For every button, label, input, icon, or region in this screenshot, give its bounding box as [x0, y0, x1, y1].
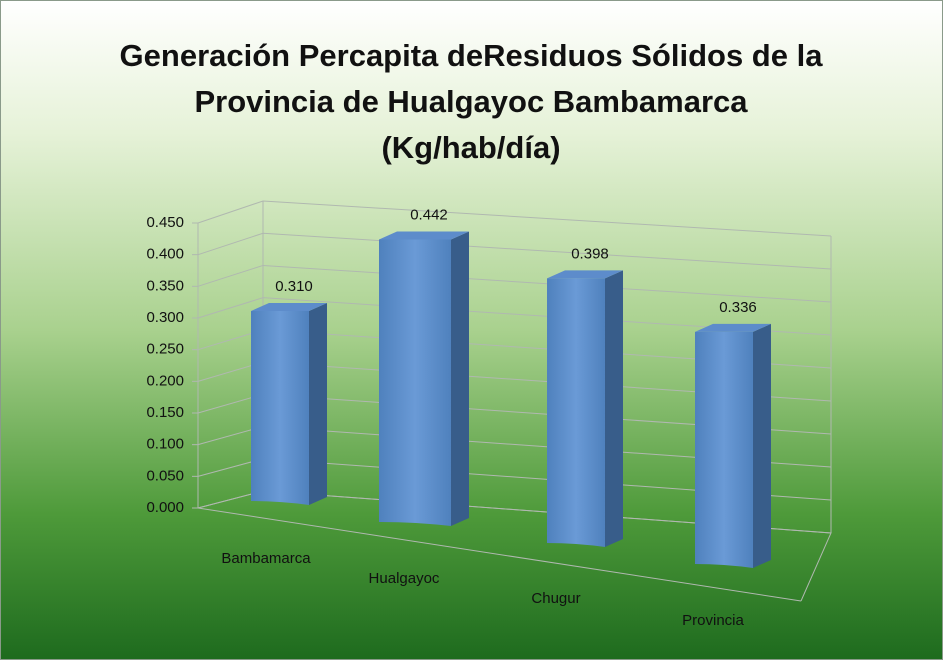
y-tick-label: 0.000: [146, 499, 184, 516]
grid-line: [197, 297, 832, 336]
x-tick-label: Chugur: [531, 590, 580, 607]
bar: [547, 278, 605, 547]
bar-side: [605, 270, 623, 547]
grid-line: [197, 232, 832, 270]
bar-top: [251, 302, 327, 311]
chart-title: Generación Percapita deResiduos Sólidos …: [119, 38, 823, 165]
floor-front: [197, 507, 802, 602]
y-tick-label: 0.050: [146, 467, 184, 484]
bar: [379, 239, 451, 526]
y-tick-label: 0.250: [146, 341, 184, 358]
x-tick-label: Bambamarca: [221, 550, 311, 567]
data-label: 0.398: [571, 245, 609, 262]
y-tick-label: 0.200: [146, 372, 184, 389]
grid-line: [197, 200, 832, 237]
y-tick-label: 0.150: [146, 404, 184, 421]
data-label: 0.310: [275, 278, 313, 295]
grid-line: [197, 264, 832, 303]
bar: [251, 310, 309, 505]
x-tick-label: Provincia: [682, 612, 744, 629]
x-tick-label: Hualgayoc: [369, 570, 440, 587]
bar-top: [379, 231, 469, 240]
bar-top: [547, 270, 623, 279]
bar-side: [753, 323, 771, 568]
y-tick-label: 0.100: [146, 436, 184, 453]
data-label: 0.336: [719, 299, 757, 316]
y-tick-label: 0.300: [146, 309, 184, 326]
y-tick-label: 0.400: [146, 246, 184, 263]
y-tick-label: 0.350: [146, 277, 184, 294]
data-label: 0.442: [410, 207, 448, 224]
bar-top: [695, 323, 771, 332]
bar: [695, 331, 753, 568]
y-tick-label: 0.450: [146, 214, 184, 231]
bar-side: [309, 302, 327, 505]
bar-side: [451, 231, 469, 526]
